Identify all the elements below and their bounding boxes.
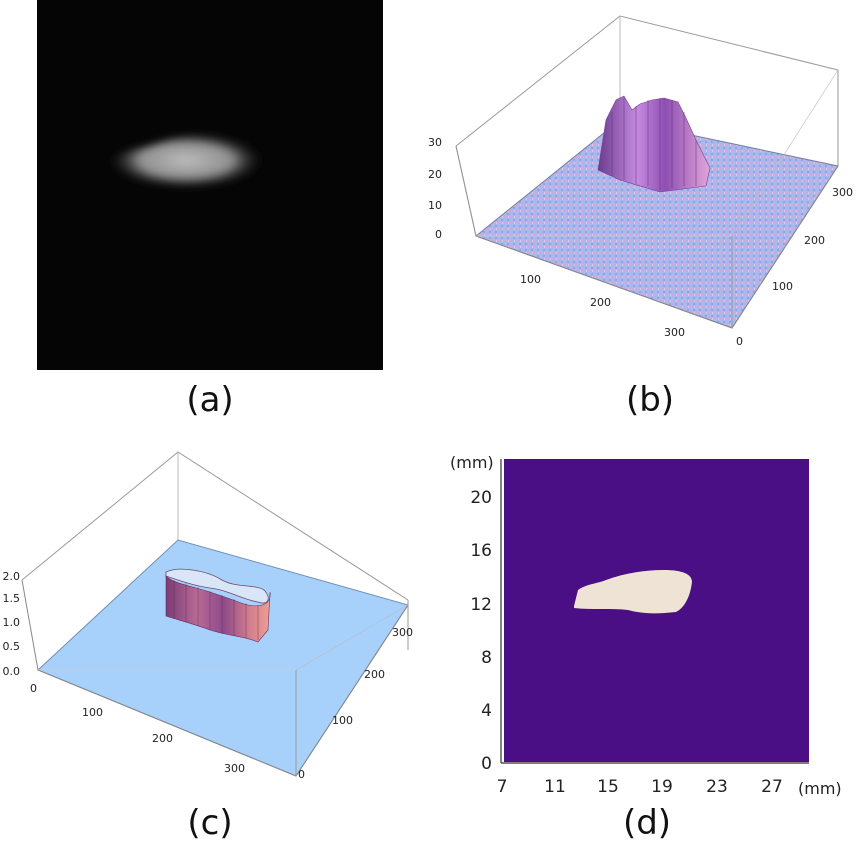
d-x-tick-5: 27 (761, 777, 783, 797)
b-y-tick-0: 0 (736, 335, 743, 348)
panel-c-3d-plot: 0.0 0.5 1.0 1.5 2.0 0 100 200 300 0 100 … (3, 451, 413, 781)
caption-d: (d) (622, 803, 672, 843)
c-z-tick-4: 2.0 (3, 570, 21, 583)
region-wall (165, 575, 271, 643)
d-y-tick-2: 8 (481, 648, 492, 668)
d-y-tick-3: 12 (470, 595, 492, 615)
b-x-tick-2: 300 (664, 326, 685, 339)
c-z-tick-2: 1.0 (3, 616, 21, 629)
b-y-tick-3: 300 (832, 186, 853, 199)
caption-c: (c) (187, 803, 233, 843)
panel-a-image (37, 0, 383, 370)
c-z-tick-0: 0.0 (3, 665, 21, 678)
c-x-tick-0: 0 (30, 682, 37, 695)
b-z-tick-1: 10 (428, 199, 442, 212)
panel-b: 0 10 20 30 100 200 300 0 100 200 300 (b) (420, 0, 859, 430)
b-y-tick-2: 200 (804, 234, 825, 247)
d-y-tick-1: 4 (481, 701, 492, 721)
d-x-tick-3: 19 (651, 777, 673, 797)
bright-blob (108, 131, 264, 189)
d-x-tick-1: 11 (544, 777, 566, 797)
c-x-tick-2: 200 (152, 732, 173, 745)
c-z-tick-1: 0.5 (3, 640, 21, 653)
panel-b-3d-plot: 0 10 20 30 100 200 300 0 100 200 300 (428, 15, 853, 348)
b-z-tick-0: 0 (435, 228, 442, 241)
b-y-tick-1: 100 (772, 280, 793, 293)
panel-d: 0 4 8 12 16 20 (mm) 7 11 15 19 23 27 (mm… (420, 430, 859, 843)
c-y-tick-2: 200 (364, 668, 385, 681)
c-y-tick-3: 300 (392, 626, 413, 639)
d-y-tick-0: 0 (481, 754, 492, 774)
c-x-tick-1: 100 (82, 706, 103, 719)
d-y-tick-5: 20 (470, 488, 492, 508)
caption-b: (b) (625, 380, 675, 420)
d-x-tick-4: 23 (706, 777, 728, 797)
c-y-tick-1: 100 (332, 714, 353, 727)
c-z-tick-3: 1.5 (3, 592, 21, 605)
panel-a: (a) (0, 0, 420, 430)
panel-c: 0.0 0.5 1.0 1.5 2.0 0 100 200 300 0 100 … (0, 430, 420, 843)
c-x-tick-3: 300 (224, 762, 245, 775)
region-top-outline (165, 568, 269, 604)
d-x-tick-2: 15 (597, 777, 619, 797)
c-y-tick-0: 0 (298, 768, 305, 781)
b-x-tick-0: 100 (520, 273, 541, 286)
caption-a: (a) (186, 380, 234, 420)
b-z-tick-2: 20 (428, 168, 442, 181)
d-x-unit: (mm) (798, 779, 842, 798)
d-y-tick-4: 16 (470, 541, 492, 561)
map-blob (574, 570, 692, 614)
d-y-unit: (mm) (450, 453, 494, 472)
panel-d-map: 0 4 8 12 16 20 (mm) 7 11 15 19 23 27 (mm… (450, 453, 842, 798)
region-floor (37, 539, 409, 777)
b-x-tick-1: 200 (590, 296, 611, 309)
b-z-tick-3: 30 (428, 136, 442, 149)
d-x-tick-0: 7 (497, 777, 508, 797)
surface-peak (597, 95, 711, 193)
